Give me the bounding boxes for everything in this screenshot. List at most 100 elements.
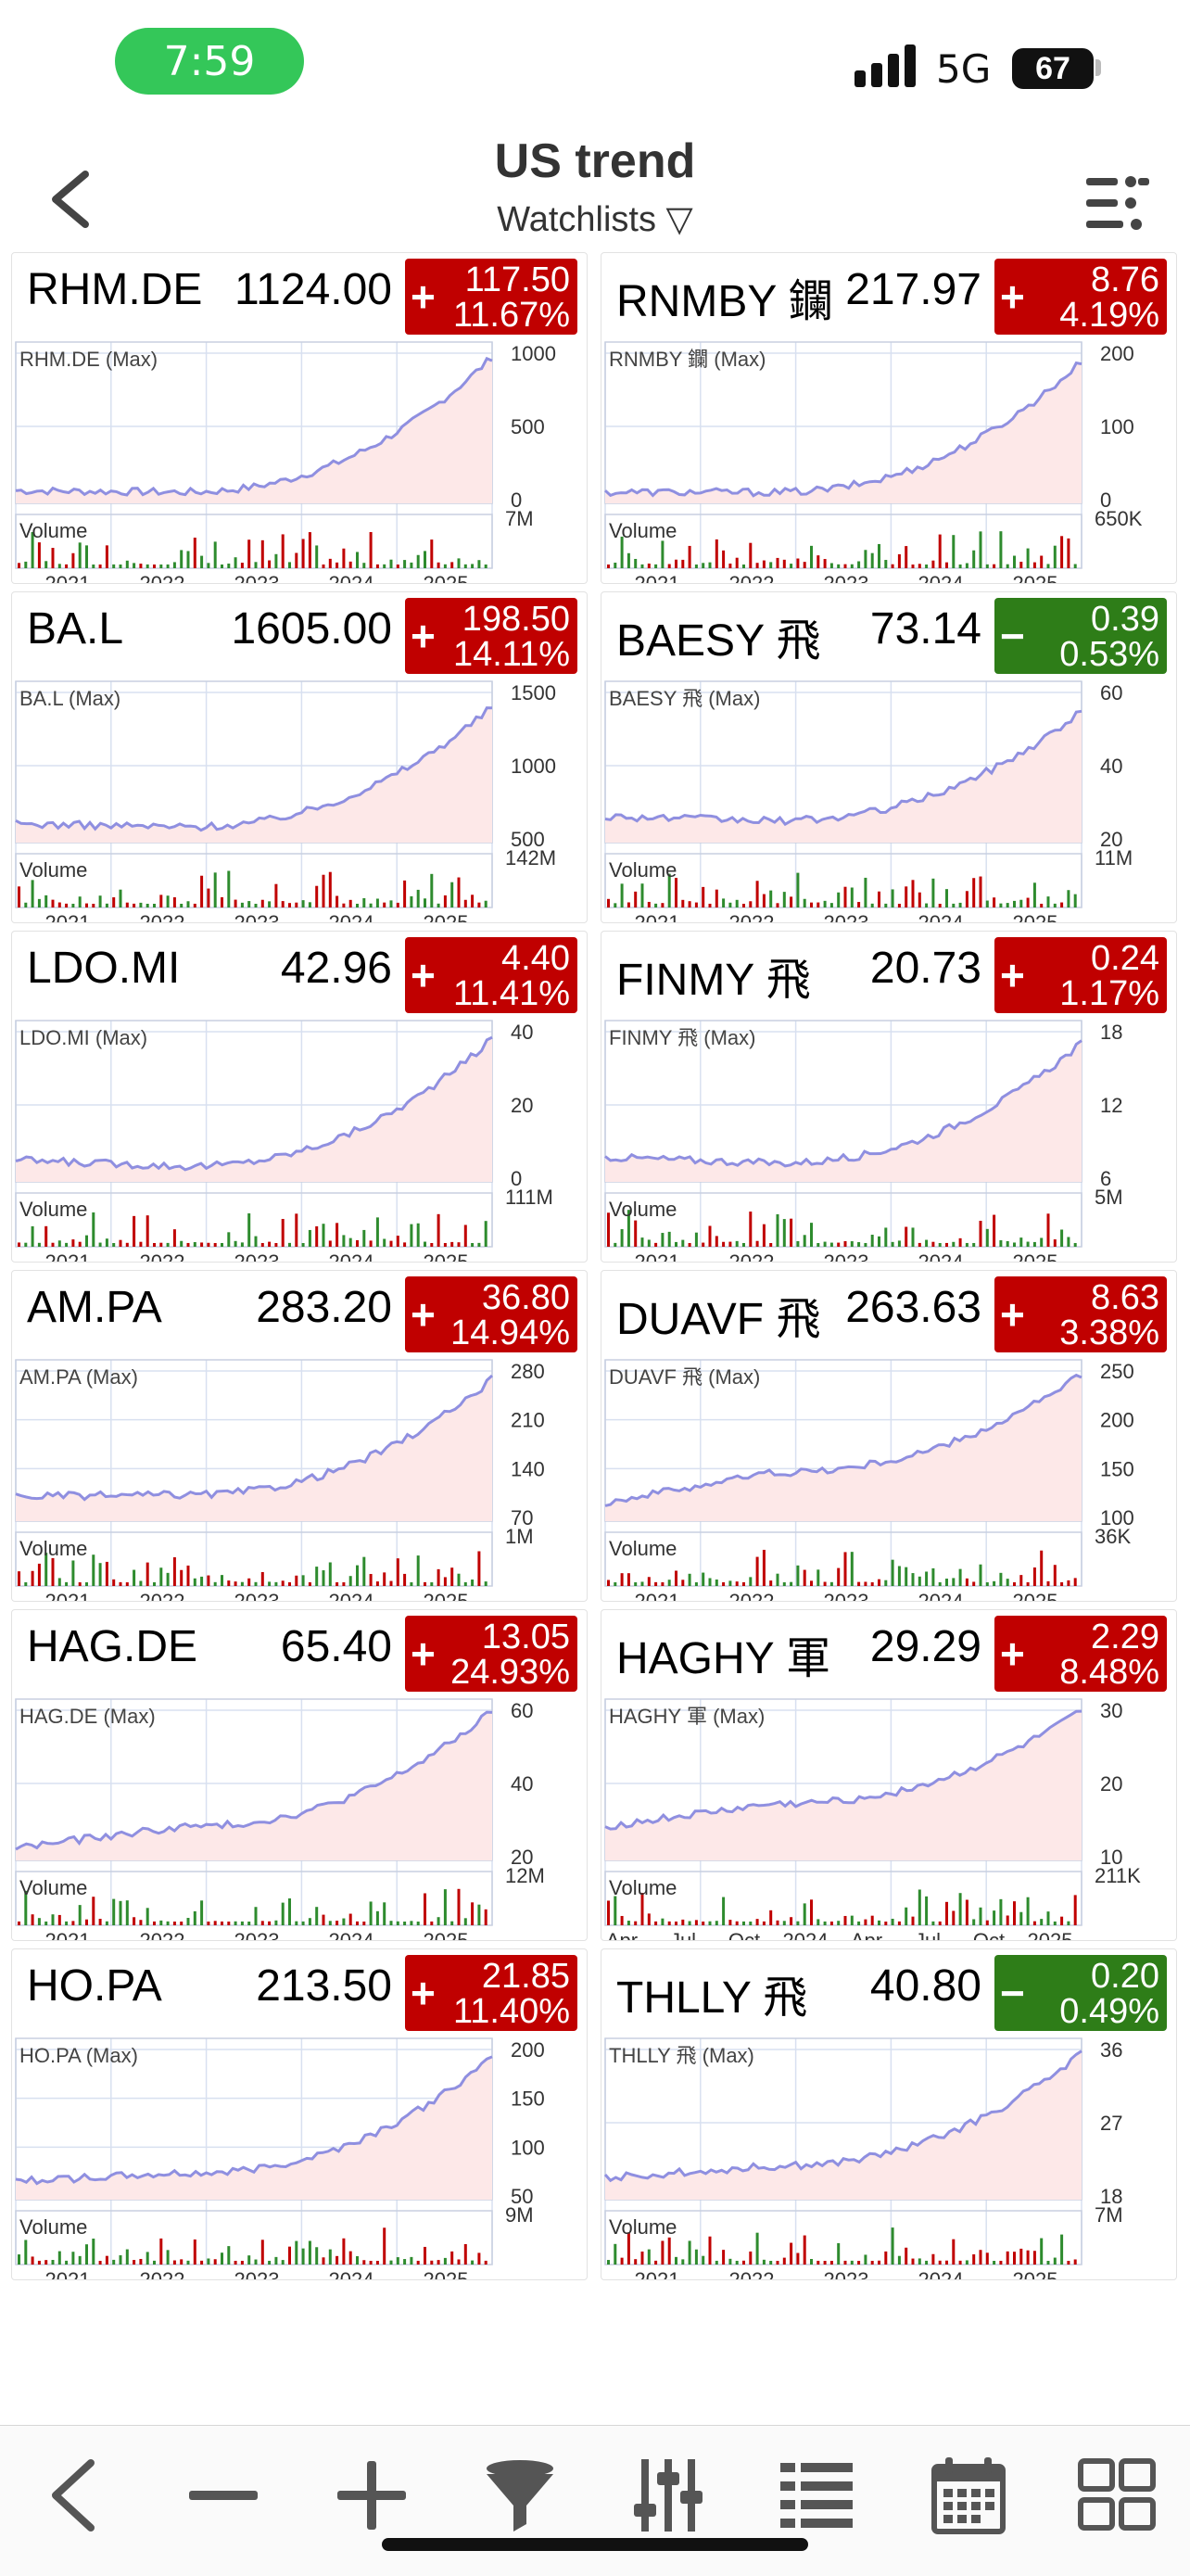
x-tick-label: 2023: [234, 572, 280, 583]
volume-bar: [268, 560, 272, 568]
x-tick-label: 2021: [635, 1250, 680, 1262]
calendar-icon[interactable]: [927, 2454, 1010, 2537]
sliders-icon[interactable]: [627, 2454, 710, 2537]
volume-bar: [51, 1557, 55, 1586]
minus-icon[interactable]: [182, 2454, 265, 2537]
volume-bar: [640, 2251, 644, 2265]
price-chart[interactable]: 1000 500 0 RHM.DE (Max) Volume 7M 2021 2022 2023…: [12, 338, 588, 583]
volume-bar: [661, 1918, 665, 1925]
volume-bar: [1006, 2251, 1009, 2265]
chart-label: BAESY 飛 (Max): [609, 687, 760, 710]
volume-bar: [755, 2232, 759, 2265]
watchlist-card[interactable]: AM.PA 283.20 +36.80 14.94% 280 210 140 70 AM.PA …: [11, 1270, 588, 1602]
ticker-symbol: HAGHY 軍: [616, 1634, 831, 1683]
price-chart[interactable]: 30 20 10 HAGHY 軍 (Max) Volume 211K Apr Jul Oct 20…: [601, 1695, 1177, 1940]
volume-bar: [119, 1581, 122, 1586]
price-chart[interactable]: 36 27 18 THLLY 飛 (Max) Volume 7M 2021 2022 2023 2…: [601, 2035, 1177, 2279]
volume-bar: [240, 563, 244, 568]
volume-bar: [688, 1573, 691, 1586]
watchlist-card[interactable]: THLLY 飛 40.80− 0.20 0.49% 36 27 18 THLLY 飛 (Max…: [601, 1948, 1177, 2280]
volume-bar: [437, 1213, 440, 1247]
price-area: [605, 362, 1082, 503]
volume-bar: [762, 894, 766, 907]
volume-bar: [1073, 1578, 1077, 1586]
price-chart[interactable]: 60 40 20 BAESY 飛 (Max) Volume 11M 2021 2022 2023…: [601, 678, 1177, 922]
volume-bar: [823, 1241, 827, 1247]
volume-bar: [675, 2256, 677, 2265]
volume-bar: [207, 563, 210, 568]
volume-bar: [891, 1918, 894, 1925]
watchlist-card[interactable]: HO.PA 213.50 +21.85 11.40% 200 150 100 50 HO.PA …: [11, 1948, 588, 2280]
price-chart[interactable]: 200 100 0 RNMBY 鑭 (Max) Volume 650K 2021 2022 20…: [601, 338, 1177, 583]
watchlist-card[interactable]: RNMBY 鑭 217.97 +8.76 4.19% 200 100 0 RNMBY 鑭 (M…: [601, 252, 1177, 584]
volume-bar: [1006, 903, 1009, 907]
y-tick-label: 500: [511, 828, 545, 851]
volume-bar: [484, 1581, 487, 1586]
plus-icon[interactable]: [330, 2454, 413, 2537]
price-line: [603, 361, 1082, 498]
x-tick-label: 2025: [1028, 1929, 1073, 1940]
volume-bar: [471, 1242, 475, 1247]
y-tick-label: 100: [1100, 1506, 1134, 1529]
volume-bar: [1013, 1581, 1016, 1586]
watchlists-dropdown[interactable]: Watchlists ▽: [497, 200, 693, 239]
volume-bar: [742, 1921, 745, 1925]
volume-bar: [322, 564, 325, 568]
volume-bar: [254, 1236, 258, 1247]
volume-label: Volume: [609, 2215, 677, 2239]
x-tick-label: 2024: [329, 1590, 374, 1601]
ticker-price: 73.14: [869, 604, 981, 654]
back-icon[interactable]: [33, 2454, 117, 2537]
volume-bar: [1013, 900, 1016, 907]
volume-bar: [755, 1240, 759, 1247]
x-tick-label: Oct: [728, 1929, 760, 1940]
price-chart[interactable]: 280 210 140 70 AM.PA (Max) Volume 1M 2021 2022 20…: [12, 1356, 588, 1601]
volume-bar: [647, 1913, 651, 1925]
volume-bar: [999, 1572, 1003, 1586]
watchlist-card[interactable]: BAESY 飛 73.14− 0.39 0.53% 60 40 20 BAESY 飛 (Max…: [601, 591, 1177, 923]
volume-bar: [396, 2257, 399, 2265]
volume-bar: [193, 538, 196, 568]
volume-bar: [661, 1581, 665, 1586]
volume-bar: [938, 534, 942, 568]
volume-bar: [829, 2260, 833, 2265]
price-chart[interactable]: 200 150 100 50 HO.PA (Max) Volume 9M 2021 2022 20…: [12, 2035, 588, 2279]
volume-bar: [430, 1921, 434, 1925]
y-tick-label: 70: [511, 1506, 533, 1529]
volume-bar: [702, 886, 705, 907]
volume-bar: [694, 902, 698, 907]
volume-bar: [328, 2249, 332, 2265]
volume-bar: [945, 1579, 948, 1586]
watchlist-card[interactable]: LDO.MI 42.96 +4.40 11.41% 40 20 0 LDO.MI (Max) V…: [11, 931, 588, 1263]
y-tick-label: 50: [511, 2185, 533, 2208]
back-icon[interactable]: [41, 167, 106, 232]
volume-bar: [993, 1910, 996, 1925]
price-chart[interactable]: 250 200 150 100 DUAVF 飛 (Max) Volume 36K 2021 20…: [601, 1356, 1177, 1601]
price-chart[interactable]: 1500 1000 500 BA.L (Max) Volume 142M 2021 2022 2…: [12, 678, 588, 922]
volume-bar: [375, 898, 379, 907]
menu-icon[interactable]: [1084, 171, 1151, 235]
volume-bar: [905, 2247, 908, 2265]
filter-icon[interactable]: [478, 2454, 562, 2537]
watchlist-card[interactable]: BA.L 1605.00 +198.50 14.11% 1500 1000 500 BA.L …: [11, 591, 588, 923]
list-icon[interactable]: [775, 2454, 858, 2537]
volume-bar: [891, 889, 894, 907]
price-chart[interactable]: 40 20 0 LDO.MI (Max) Volume 111M 2021 2022 2023 2…: [12, 1017, 588, 1262]
grid-icon[interactable]: [1075, 2454, 1158, 2537]
volume-bar: [803, 1235, 806, 1247]
volume-bar: [742, 2260, 745, 2265]
price-chart[interactable]: 60 40 20 HAG.DE (Max) Volume 12M 2021 2022 2023 2…: [12, 1695, 588, 1940]
volume-bar: [918, 1576, 921, 1586]
volume-bar: [322, 1224, 325, 1247]
price-chart[interactable]: 18 12 6 FINMY 飛 (Max) Volume 5M 2021 2022 2023 20…: [601, 1017, 1177, 1262]
volume-bar: [260, 2240, 264, 2265]
volume-bar: [715, 1236, 718, 1247]
watchlist-card[interactable]: HAGHY 軍 29.29 +2.29 8.48% 30 20 10 HAGHY 軍 (Max…: [601, 1609, 1177, 1941]
volume-bar: [1067, 538, 1070, 568]
watchlist-card[interactable]: FINMY 飛 20.73 +0.24 1.17% 18 12 6 FINMY 飛 (Max)…: [601, 931, 1177, 1263]
y-tick-label: 36: [1100, 2038, 1122, 2062]
watchlist-card[interactable]: HAG.DE 65.40 +13.05 24.93% 60 40 20 HAG.DE (Max…: [11, 1609, 588, 1941]
chart-label: HAGHY 軍 (Max): [609, 1705, 765, 1728]
watchlist-card[interactable]: RHM.DE 1124.00 +117.50 11.67% 1000 500 0 RHM.DE…: [11, 252, 588, 584]
watchlist-card[interactable]: DUAVF 飛 263.63 +8.63 3.38% 250 200 150 100 DUAVF…: [601, 1270, 1177, 1602]
